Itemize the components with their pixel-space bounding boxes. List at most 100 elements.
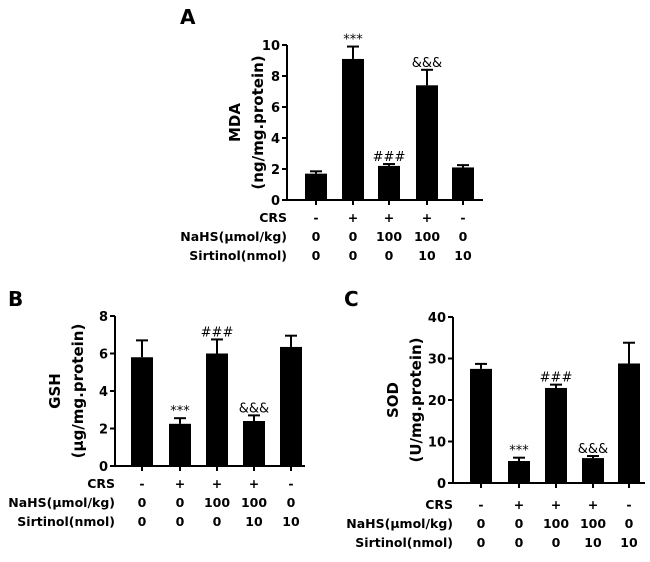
y-tick-label: 10 xyxy=(262,39,280,54)
condition-nahs: 0 xyxy=(515,516,524,531)
condition-nahs: 100 xyxy=(241,495,267,510)
condition-sirtinol: 0 xyxy=(312,248,321,263)
row-label: NaHS(μmol/kg) xyxy=(346,516,453,531)
condition-crs: + xyxy=(384,210,394,225)
bar xyxy=(305,173,327,200)
condition-nahs: 100 xyxy=(376,229,402,244)
y-tick-label: 8 xyxy=(271,70,280,85)
y-tick-label: 2 xyxy=(99,423,108,438)
condition-crs: - xyxy=(288,476,293,491)
bar xyxy=(280,346,302,466)
y-tick-label: 40 xyxy=(428,311,446,326)
y-tick-label: 6 xyxy=(99,348,108,363)
condition-sirtinol: 10 xyxy=(282,514,300,529)
condition-nahs: 100 xyxy=(204,495,230,510)
y-tick-label: 8 xyxy=(99,310,108,325)
bar xyxy=(131,357,153,466)
row-label: NaHS(μmol/kg) xyxy=(180,229,287,244)
y-axis-unit: (U/mg.protein) xyxy=(407,337,425,462)
condition-sirtinol: 0 xyxy=(138,514,147,529)
bar xyxy=(582,458,604,483)
condition-crs: + xyxy=(551,497,561,512)
condition-crs: + xyxy=(249,476,259,491)
y-tick-label: 2 xyxy=(271,163,280,178)
y-tick-label: 10 xyxy=(428,436,446,451)
condition-crs: - xyxy=(313,210,318,225)
condition-nahs: 0 xyxy=(176,495,185,510)
y-tick-label: 6 xyxy=(271,101,280,116)
bar xyxy=(378,165,400,200)
row-label: NaHS(μmol/kg) xyxy=(8,495,115,510)
condition-sirtinol: 0 xyxy=(477,535,486,550)
bar xyxy=(416,85,438,200)
condition-sirtinol: 0 xyxy=(176,514,185,529)
condition-sirtinol: 10 xyxy=(620,535,638,550)
bar xyxy=(508,461,530,483)
row-label: Sirtinol(nmol) xyxy=(17,514,115,529)
bar xyxy=(243,421,265,466)
significance-label: &&& xyxy=(578,442,608,457)
y-axis-label: MDA xyxy=(226,103,244,142)
condition-nahs: 0 xyxy=(349,229,358,244)
significance-label: &&& xyxy=(412,56,442,71)
condition-sirtinol: 0 xyxy=(385,248,394,263)
condition-crs: - xyxy=(139,476,144,491)
significance-label: ### xyxy=(201,325,234,340)
panel-label: A xyxy=(180,5,196,29)
condition-crs: + xyxy=(212,476,222,491)
significance-label: ### xyxy=(373,150,406,165)
condition-sirtinol: 10 xyxy=(418,248,436,263)
condition-sirtinol: 0 xyxy=(552,535,561,550)
bar xyxy=(206,353,228,466)
row-label: CRS xyxy=(425,497,453,512)
condition-crs: + xyxy=(514,497,524,512)
significance-label: &&& xyxy=(239,401,269,416)
condition-sirtinol: 0 xyxy=(213,514,222,529)
condition-nahs: 0 xyxy=(459,229,468,244)
y-axis-unit: (μg/mg.protein) xyxy=(69,324,87,459)
row-label: Sirtinol(nmol) xyxy=(355,535,453,550)
condition-nahs: 0 xyxy=(287,495,296,510)
row-label: CRS xyxy=(87,476,115,491)
panel-label: B xyxy=(8,287,23,311)
y-tick-label: 0 xyxy=(99,460,108,475)
condition-sirtinol: 0 xyxy=(349,248,358,263)
condition-sirtinol: 10 xyxy=(245,514,263,529)
y-tick-label: 4 xyxy=(271,132,280,147)
condition-nahs: 0 xyxy=(477,516,486,531)
panel-label: C xyxy=(344,287,359,311)
significance-label: *** xyxy=(343,33,363,48)
significance-label: *** xyxy=(170,404,190,419)
row-label: Sirtinol(nmol) xyxy=(189,248,287,263)
y-tick-label: 0 xyxy=(437,477,446,492)
condition-sirtinol: 10 xyxy=(584,535,602,550)
row-label: CRS xyxy=(259,210,287,225)
y-tick-label: 4 xyxy=(99,385,108,400)
condition-crs: + xyxy=(175,476,185,491)
condition-nahs: 0 xyxy=(625,516,634,531)
condition-sirtinol: 0 xyxy=(515,535,524,550)
bar xyxy=(342,58,364,201)
y-axis-unit: (ng/mg.protein) xyxy=(249,55,267,189)
condition-crs: + xyxy=(588,497,598,512)
condition-nahs: 0 xyxy=(312,229,321,244)
bar xyxy=(545,387,567,483)
y-axis-label: GSH xyxy=(46,373,64,409)
condition-sirtinol: 10 xyxy=(454,248,472,263)
significance-label: ### xyxy=(540,371,573,386)
condition-crs: - xyxy=(460,210,465,225)
condition-crs: - xyxy=(478,497,483,512)
bar xyxy=(618,363,640,483)
y-axis-label: SOD xyxy=(384,382,402,418)
condition-crs: + xyxy=(348,210,358,225)
y-tick-label: 30 xyxy=(428,353,446,368)
significance-label: *** xyxy=(509,444,529,459)
condition-crs: - xyxy=(626,497,631,512)
condition-nahs: 100 xyxy=(543,516,569,531)
condition-nahs: 0 xyxy=(138,495,147,510)
bar xyxy=(470,368,492,483)
bar xyxy=(452,167,474,200)
condition-nahs: 100 xyxy=(414,229,440,244)
y-tick-label: 20 xyxy=(428,394,446,409)
